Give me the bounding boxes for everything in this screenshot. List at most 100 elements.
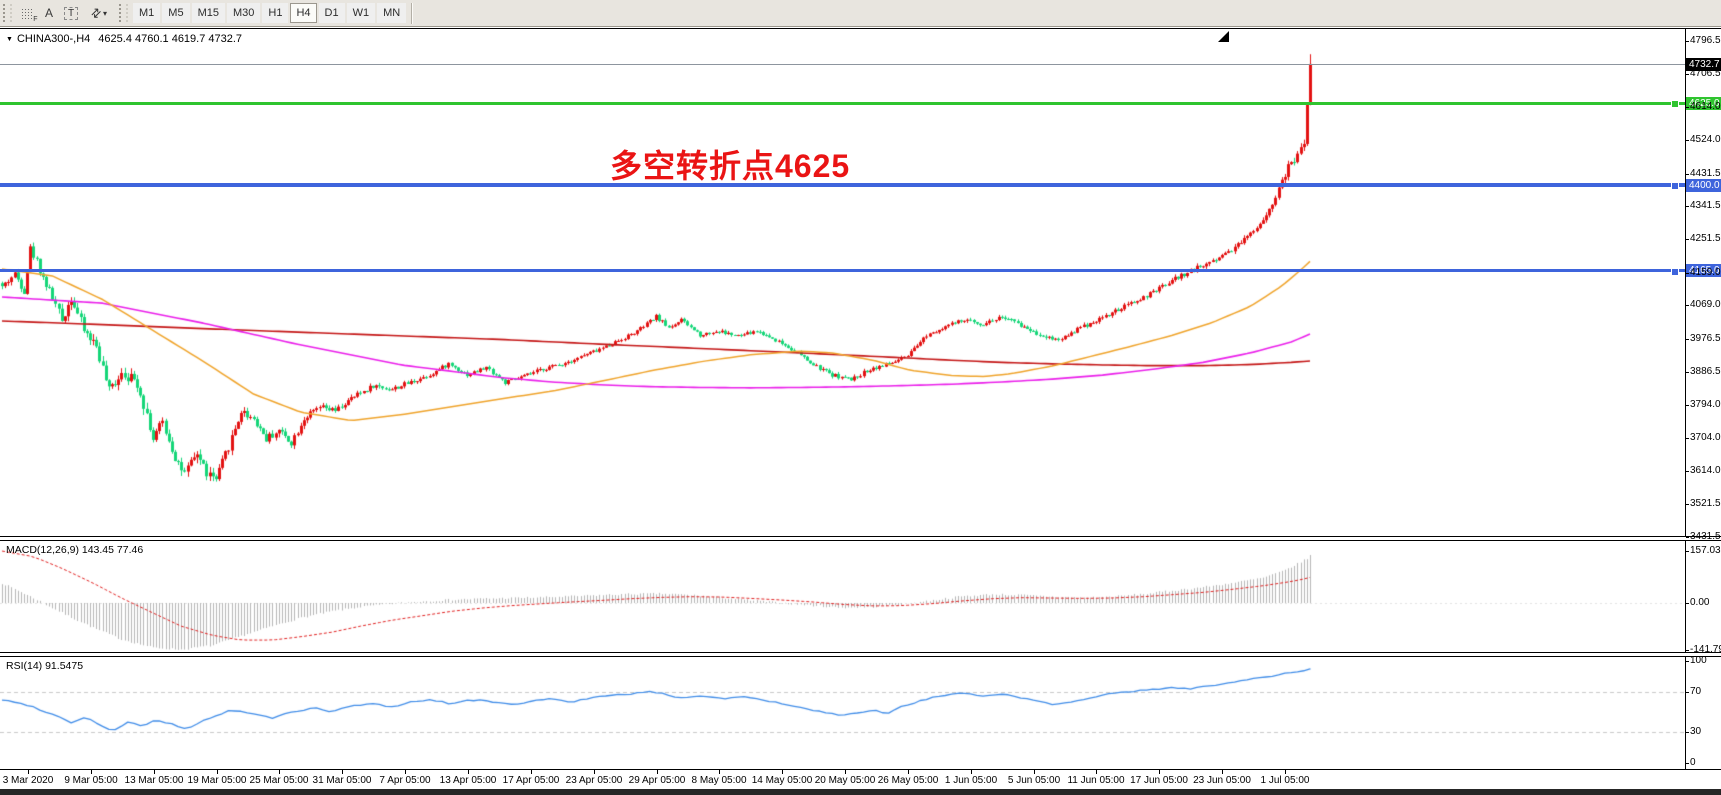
price-tick-label: 3976.5	[1690, 333, 1721, 344]
toolbar-grip[interactable]	[3, 4, 12, 22]
time-tick-mark	[342, 770, 343, 774]
grid-icon-letter: F	[33, 15, 38, 23]
date-label: 19 Mar 05:00	[187, 775, 247, 786]
rsi-tick-label: 0	[1690, 757, 1696, 768]
time-tick-mark	[531, 770, 532, 774]
price-tick-label: 4251.5	[1690, 233, 1721, 244]
indicators-grid-icon[interactable]: F	[16, 3, 38, 23]
time-tick-mark	[405, 770, 406, 774]
horizontal-line-4400[interactable]	[0, 183, 1685, 188]
axis-tick-mark	[1686, 603, 1689, 604]
macd-tick-label: 157.03	[1690, 545, 1721, 556]
axis-tick-mark	[1686, 661, 1689, 662]
axis-tick-mark	[1686, 174, 1689, 175]
axis-tick-mark	[1686, 405, 1689, 406]
date-label: 23 Apr 05:00	[565, 775, 623, 786]
axis-tick-mark	[1686, 74, 1689, 75]
time-tick-mark	[1222, 770, 1223, 774]
axis-tick-mark	[1686, 41, 1689, 42]
axis-tick-mark	[1686, 107, 1689, 108]
time-tick-mark	[908, 770, 909, 774]
chevron-down-icon[interactable]: ▼	[6, 36, 13, 43]
axis-tick-mark	[1686, 551, 1689, 552]
current-price-line	[0, 64, 1685, 66]
axis-tick-mark	[1686, 372, 1689, 373]
rsi-chart-canvas[interactable]	[0, 658, 1684, 770]
time-tick-mark	[594, 770, 595, 774]
cursor-arrow-icon	[1218, 31, 1229, 42]
horizontal-line-4165[interactable]	[0, 269, 1685, 272]
timeframe-m5-button[interactable]: M5	[162, 3, 190, 23]
time-tick-mark	[217, 770, 218, 774]
grid-icon: F	[20, 7, 38, 23]
rsi-axis[interactable]: 100 70 30 0	[1685, 655, 1721, 769]
text-label-button[interactable]: A	[38, 3, 60, 23]
timeframe-mn-button[interactable]: MN	[377, 3, 407, 23]
timeframe-m30-button[interactable]: M30	[226, 3, 261, 23]
time-axis[interactable]: 3 Mar 2020 9 Mar 05:00 13 Mar 05:00 19 Mar …	[0, 770, 1721, 789]
axis-tick-mark	[1686, 471, 1689, 472]
horizontal-line-4625[interactable]	[0, 101, 1685, 105]
candlestick-chart-canvas[interactable]	[0, 30, 1684, 537]
price-tick-label: 4159.0	[1690, 267, 1721, 278]
date-label: 1 Jun 05:00	[944, 775, 998, 786]
time-tick-mark	[154, 770, 155, 774]
axis-tick-mark	[1686, 206, 1689, 207]
price-tick-label: 4706.5	[1690, 68, 1721, 79]
text-box-button[interactable]: T	[60, 3, 82, 23]
date-label: 7 Apr 05:00	[379, 775, 431, 786]
macd-label: MACD(12,26,9) 143.45 77.46	[6, 544, 144, 556]
timeframe-w1-button[interactable]: W1	[346, 3, 376, 23]
macd-axis[interactable]: 157.03 0.00 -141.79	[1685, 541, 1721, 655]
date-label: 9 Mar 05:00	[64, 775, 118, 786]
time-tick-mark	[657, 770, 658, 774]
line-handle-4400[interactable]	[1671, 182, 1679, 191]
date-label: 3 Mar 2020	[2, 775, 54, 786]
text-box-icon: T	[63, 6, 79, 20]
time-tick-mark	[91, 770, 92, 774]
price-chart-panel: ▼ CHINA300-,H4 4625.4 4760.1 4619.7 4732.7…	[0, 28, 1721, 542]
timeframe-d1-button[interactable]: D1	[318, 3, 345, 23]
line-handle-4625[interactable]	[1671, 100, 1679, 109]
price-tick-label: 4796.5	[1690, 35, 1721, 46]
time-tick-mark	[1034, 770, 1035, 774]
chart-title: ▼ CHINA300-,H4 4625.4 4760.1 4619.7 4732.7	[6, 33, 242, 45]
level-4400-badge: 4400.0	[1686, 179, 1721, 192]
rsi-tick-label: 30	[1690, 726, 1702, 737]
axis-tick-mark	[1686, 305, 1689, 306]
line-handle-4165[interactable]	[1671, 267, 1679, 276]
timeframe-m15-button[interactable]: M15	[191, 3, 225, 23]
axis-tick-mark	[1686, 537, 1689, 538]
date-label: 11 Jun 05:00	[1067, 775, 1125, 786]
time-tick-mark	[971, 770, 972, 774]
timeframe-h4-button[interactable]: H4	[290, 3, 317, 23]
time-tick-mark	[28, 770, 29, 774]
time-tick-mark	[1096, 770, 1097, 774]
time-tick-mark	[1159, 770, 1160, 774]
date-label: 23 Jun 05:00	[1193, 775, 1251, 786]
date-label: 20 May 05:00	[814, 775, 876, 786]
time-tick-mark	[845, 770, 846, 774]
macd-chart-canvas[interactable]	[0, 542, 1684, 653]
axis-tick-mark	[1686, 650, 1689, 651]
toolbar-grip[interactable]	[119, 4, 128, 22]
date-label: 31 Mar 05:00	[312, 775, 372, 786]
rsi-indicator-panel: RSI(14) 91.5475 100 70 30 0	[0, 655, 1721, 770]
chart-text-annotation[interactable]: 多空转折点4625	[610, 148, 851, 184]
price-tick-label: 4341.5	[1690, 200, 1721, 211]
axis-tick-mark	[1686, 273, 1689, 274]
crosshair-arrows-button[interactable]: ⇄ ▾	[82, 3, 116, 23]
price-tick-label: 3704.0	[1690, 432, 1721, 443]
date-label: 14 May 05:00	[751, 775, 813, 786]
bottom-window-edge	[0, 789, 1721, 795]
timeframe-h1-button[interactable]: H1	[262, 3, 289, 23]
time-tick-mark	[782, 770, 783, 774]
time-tick-mark	[468, 770, 469, 774]
price-tick-label: 4431.5	[1690, 168, 1721, 179]
price-axis[interactable]: 4732.7 4625.0 4400.0 4165.0 4796.5 4706.5…	[1685, 29, 1721, 542]
date-label: 13 Mar 05:00	[124, 775, 184, 786]
date-label: 17 Jun 05:00	[1130, 775, 1188, 786]
timeframe-m1-button[interactable]: M1	[133, 3, 161, 23]
date-label: 8 May 05:00	[691, 775, 747, 786]
